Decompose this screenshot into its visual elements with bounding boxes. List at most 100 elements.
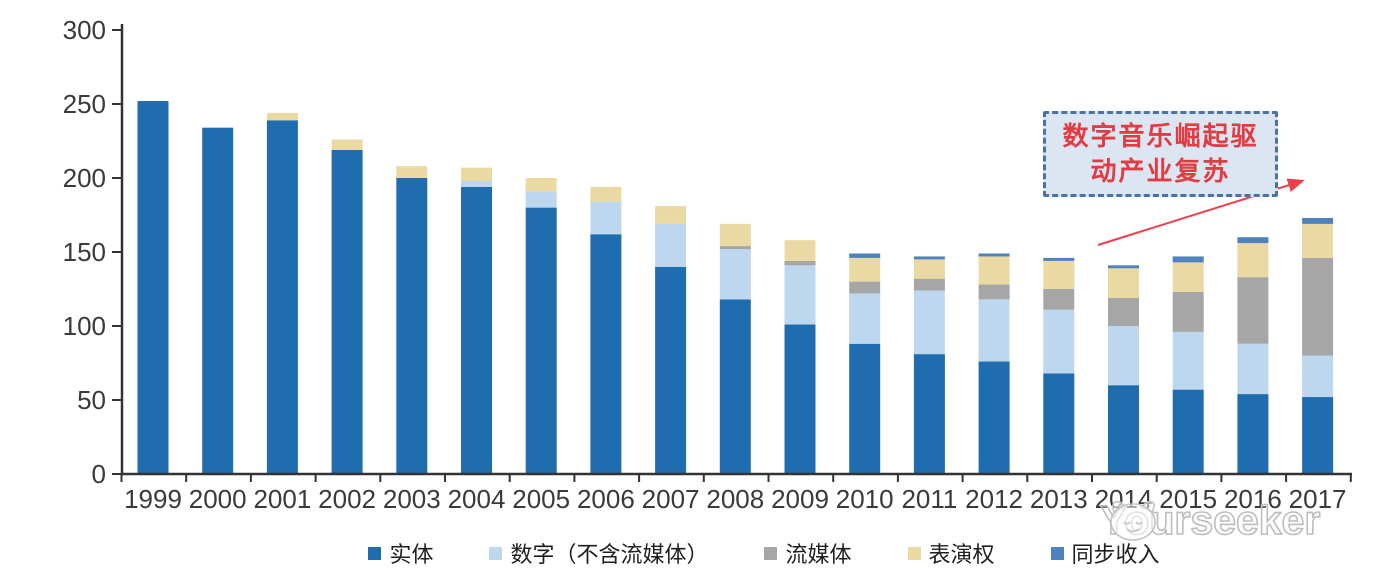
bar-2008-physical (719, 299, 751, 474)
bar-2011-physical (913, 354, 945, 474)
bar-2005-digital-excl-streaming (525, 191, 557, 208)
x-tick-label: 2014 (1095, 484, 1153, 514)
x-tick-label: 2008 (706, 484, 764, 514)
bar-2015-sync (1172, 256, 1204, 263)
bar-2009-physical (784, 324, 816, 474)
bar-2010-performance-rights (849, 257, 881, 282)
y-tick-label: 300 (63, 15, 106, 45)
bar-2011-streaming (913, 278, 945, 291)
legend-swatch-sync (1050, 546, 1064, 560)
x-tick-label: 2001 (253, 484, 311, 514)
bar-2013-sync (1043, 257, 1075, 261)
bar-2006-digital-excl-streaming (590, 201, 622, 235)
bar-2015-streaming (1172, 291, 1204, 332)
bar-2010-digital-excl-streaming (849, 293, 881, 344)
bar-2011-performance-rights (913, 259, 945, 279)
y-tick-label: 250 (63, 89, 106, 119)
bar-2003-physical (396, 178, 428, 474)
bar-2010-physical (849, 343, 881, 474)
legend-swatch-digital-excl-streaming (489, 546, 503, 560)
bar-2012-physical (978, 361, 1010, 474)
bar-2014-digital-excl-streaming (1108, 326, 1139, 386)
bar-2011-digital-excl-streaming (913, 290, 945, 355)
bar-2014-streaming (1108, 297, 1139, 326)
bar-2015-performance-rights (1172, 262, 1204, 292)
bar-2010-sync (849, 253, 881, 258)
bar-2004-physical (461, 186, 492, 474)
bar-2009-streaming (784, 260, 816, 266)
x-tick-label: 2007 (642, 484, 700, 514)
bar-2012-performance-rights (978, 256, 1010, 285)
bar-2016-digital-excl-streaming (1237, 343, 1269, 395)
legend-label-streaming: 流媒体 (785, 542, 852, 567)
bar-2016-streaming (1237, 277, 1269, 344)
legend-label-digital-excl-streaming: 数字（不含流媒体） (510, 542, 709, 567)
x-tick-label: 2015 (1159, 484, 1217, 514)
bar-2013-physical (1043, 373, 1075, 474)
bar-2007-performance-rights (655, 206, 687, 224)
annotation-text-line2: 动产业复苏 (1090, 156, 1231, 186)
bar-2014-performance-rights (1108, 268, 1139, 298)
x-tick-label: 2004 (448, 484, 506, 514)
x-tick-label: 2000 (189, 484, 247, 514)
annotation-text-line1: 数字音乐崛起驱 (1062, 121, 1259, 151)
chart-legend: 实体 数字（不含流媒体） 流媒体 表演权 同步收入 (130, 536, 1398, 570)
bar-2011-sync (913, 256, 945, 260)
x-tick-label: 2016 (1224, 484, 1282, 514)
legend-swatch-physical (368, 546, 382, 560)
bar-2000-physical (202, 127, 234, 475)
bar-2013-streaming (1043, 289, 1075, 310)
bar-1999-physical (137, 101, 169, 474)
annotation-box: 数字音乐崛起驱 动产业复苏 (1043, 111, 1278, 197)
y-tick-label: 200 (63, 163, 106, 193)
bar-2006-physical (590, 234, 622, 474)
legend-item-streaming: 流媒体 (764, 537, 852, 569)
bar-2016-sync (1237, 237, 1269, 244)
legend-item-digital-excl-streaming: 数字（不含流媒体） (489, 537, 708, 569)
bar-2008-streaming (719, 246, 751, 250)
x-tick-label: 2009 (771, 484, 829, 514)
y-tick-label: 100 (63, 311, 106, 341)
bar-2004-digital-excl-streaming (461, 180, 492, 187)
bar-2015-physical (1172, 389, 1204, 474)
bar-2005-performance-rights (525, 178, 557, 192)
legend-label-physical: 实体 (389, 542, 434, 567)
bar-2016-physical (1237, 394, 1269, 474)
x-tick-label: 2010 (836, 484, 894, 514)
legend-item-performance-rights: 表演权 (907, 537, 995, 569)
bar-2017-sync (1302, 217, 1334, 224)
bar-2017-streaming (1302, 257, 1334, 356)
x-tick-label: 1999 (124, 484, 182, 514)
x-tick-label: 2017 (1289, 484, 1347, 514)
bar-2007-digital-excl-streaming (655, 223, 687, 267)
bar-2012-streaming (978, 284, 1010, 300)
x-tick-label: 2006 (577, 484, 635, 514)
bar-2012-sync (978, 253, 1010, 257)
bar-2012-digital-excl-streaming (978, 299, 1010, 362)
x-tick-label: 2002 (318, 484, 376, 514)
bar-2005-physical (525, 207, 557, 474)
bar-2016-performance-rights (1237, 243, 1269, 278)
legend-swatch-performance-rights (907, 546, 921, 560)
y-tick-label: 150 (63, 237, 106, 267)
x-tick-label: 2013 (1030, 484, 1088, 514)
bar-2013-digital-excl-streaming (1043, 309, 1075, 374)
bar-2004-performance-rights (461, 167, 492, 181)
bar-2006-performance-rights (590, 186, 622, 202)
bar-2002-performance-rights (331, 139, 363, 150)
x-tick-label: 2003 (383, 484, 441, 514)
y-tick-label: 50 (77, 385, 106, 415)
bar-2003-performance-rights (396, 166, 428, 178)
legend-swatch-streaming (764, 546, 778, 560)
legend-label-sync: 同步收入 (1071, 542, 1160, 567)
bar-2001-performance-rights (266, 112, 298, 121)
bar-2014-sync (1108, 265, 1139, 269)
bar-2002-physical (331, 149, 363, 474)
bar-2009-performance-rights (784, 240, 816, 261)
bar-2008-digital-excl-streaming (719, 249, 751, 300)
x-tick-label: 2011 (901, 484, 957, 514)
bar-2013-performance-rights (1043, 260, 1075, 289)
bar-2008-performance-rights (719, 223, 751, 247)
